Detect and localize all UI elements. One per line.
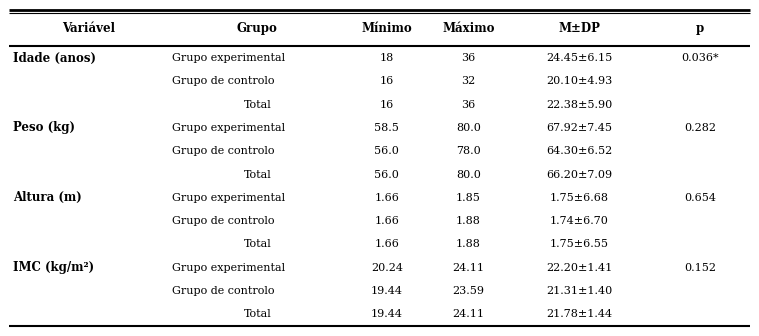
Text: 1.75±6.68: 1.75±6.68 [550, 193, 609, 203]
Text: 36: 36 [461, 100, 476, 110]
Text: 24.11: 24.11 [452, 309, 484, 319]
Text: 19.44: 19.44 [371, 309, 403, 319]
Text: 56.0: 56.0 [374, 170, 399, 179]
Text: 1.75±6.55: 1.75±6.55 [550, 239, 609, 249]
Text: Mínimo: Mínimo [361, 22, 412, 35]
Text: Idade (anos): Idade (anos) [13, 51, 96, 65]
Text: Total: Total [244, 239, 271, 249]
Text: M±DP: M±DP [559, 22, 600, 35]
Text: 32: 32 [461, 76, 476, 86]
Text: 22.20±1.41: 22.20±1.41 [546, 263, 613, 273]
Text: 0.036*: 0.036* [681, 53, 719, 63]
Text: 58.5: 58.5 [374, 123, 399, 133]
Text: 24.11: 24.11 [452, 263, 484, 273]
Text: 22.38±5.90: 22.38±5.90 [546, 100, 613, 110]
Text: 20.10±4.93: 20.10±4.93 [546, 76, 613, 86]
Text: 19.44: 19.44 [371, 286, 403, 296]
Text: Total: Total [244, 100, 271, 110]
Text: 1.66: 1.66 [374, 239, 399, 249]
Text: Grupo de controlo: Grupo de controlo [172, 286, 275, 296]
Text: 80.0: 80.0 [456, 123, 481, 133]
Text: 1.66: 1.66 [374, 193, 399, 203]
Text: 20.24: 20.24 [371, 263, 403, 273]
Text: 1.66: 1.66 [374, 216, 399, 226]
Text: 66.20±7.09: 66.20±7.09 [546, 170, 613, 179]
Text: Máximo: Máximo [442, 22, 495, 35]
Text: 1.88: 1.88 [456, 239, 481, 249]
Text: Grupo de controlo: Grupo de controlo [172, 146, 275, 156]
Text: Grupo experimental: Grupo experimental [172, 263, 285, 273]
Text: 21.78±1.44: 21.78±1.44 [546, 309, 613, 319]
Text: 24.45±6.15: 24.45±6.15 [546, 53, 613, 63]
Text: 21.31±1.40: 21.31±1.40 [546, 286, 613, 296]
Text: 78.0: 78.0 [456, 146, 480, 156]
Text: 0.282: 0.282 [684, 123, 716, 133]
Text: 16: 16 [380, 100, 394, 110]
Text: Grupo de controlo: Grupo de controlo [172, 76, 275, 86]
Text: 1.85: 1.85 [456, 193, 481, 203]
Text: Total: Total [244, 170, 271, 179]
Text: Altura (m): Altura (m) [13, 191, 82, 204]
Text: Peso (kg): Peso (kg) [13, 121, 75, 134]
Text: Total: Total [244, 309, 271, 319]
Text: 80.0: 80.0 [456, 170, 481, 179]
Text: Grupo de controlo: Grupo de controlo [172, 216, 275, 226]
Text: p: p [696, 22, 704, 35]
Text: Grupo experimental: Grupo experimental [172, 193, 285, 203]
Text: 0.152: 0.152 [684, 263, 716, 273]
Text: 36: 36 [461, 53, 476, 63]
Text: 16: 16 [380, 76, 394, 86]
Text: Grupo: Grupo [237, 22, 278, 35]
Text: Variável: Variável [62, 22, 115, 35]
Text: Grupo experimental: Grupo experimental [172, 53, 285, 63]
Text: 56.0: 56.0 [374, 146, 399, 156]
Text: 67.92±7.45: 67.92±7.45 [546, 123, 613, 133]
Text: 18: 18 [380, 53, 394, 63]
Text: Grupo experimental: Grupo experimental [172, 123, 285, 133]
Text: IMC (kg/m²): IMC (kg/m²) [13, 261, 94, 274]
Text: 23.59: 23.59 [452, 286, 484, 296]
Text: 64.30±6.52: 64.30±6.52 [546, 146, 613, 156]
Text: 1.88: 1.88 [456, 216, 481, 226]
Text: 0.654: 0.654 [684, 193, 716, 203]
Text: 1.74±6.70: 1.74±6.70 [550, 216, 609, 226]
